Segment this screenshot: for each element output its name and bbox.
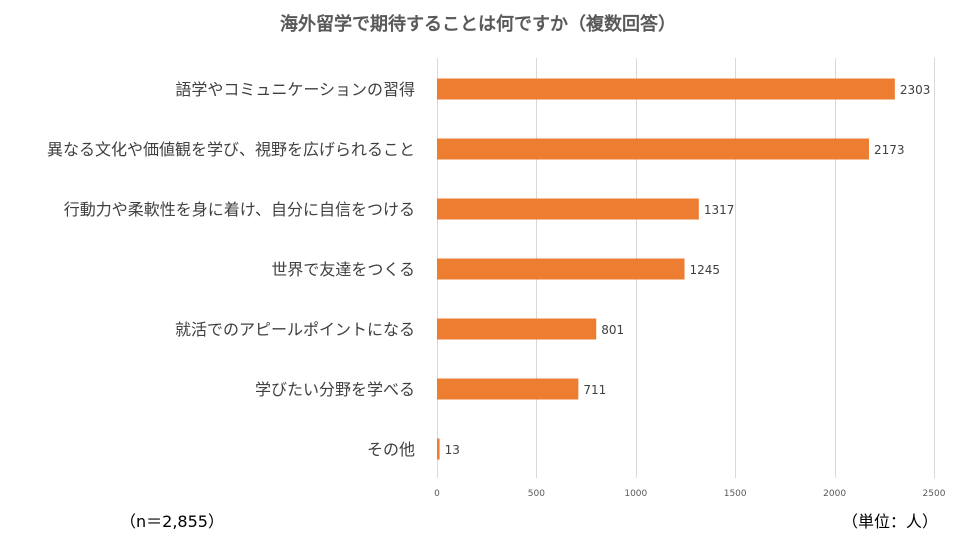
unit-note: （単位：人） [842,512,938,531]
data-label: 801 [601,323,624,337]
category-label: 学びたい分野を学べる [255,380,415,399]
category-label: 行動力や柔軟性を身に着け、自分に自信をつける [64,200,415,219]
category-label: 語学やコミュニケーションの習得 [175,80,415,99]
chart-title: 海外留学で期待することは何ですか（複数回答） [280,13,676,35]
data-labels: 2303 2173 1317 1245 801 711 13 [445,83,931,457]
x-tick-label: 500 [528,489,545,499]
sample-size-note: （n＝2,855） [120,512,224,531]
x-tick-label: 2000 [823,489,846,499]
bar [437,378,579,400]
bar [437,258,685,280]
data-label: 1317 [704,203,735,217]
category-label: 異なる文化や価値観を学び、視野を広げられること [47,140,415,159]
bar [437,138,869,160]
category-labels: 語学やコミュニケーションの習得異なる文化や価値観を学び、視野を広げられること行動… [47,80,415,459]
x-tick-label: 1500 [724,489,747,499]
x-tick-label: 0 [434,489,440,499]
data-label: 2303 [900,83,931,97]
x-axis-ticks: 0 500 1000 1500 2000 2500 [434,489,946,499]
bars [437,78,895,460]
data-label: 1245 [690,263,721,277]
x-tick-label: 2500 [923,489,946,499]
category-label: 世界で友達をつくる [271,260,415,279]
bar [437,318,597,340]
bar [437,78,895,100]
data-label: 711 [583,383,606,397]
x-tick-label: 1000 [624,489,647,499]
bar [437,438,440,460]
data-label: 2173 [874,143,905,157]
bar [437,198,699,220]
data-label: 13 [445,443,460,457]
category-label: 就活でのアピールポイントになる [175,320,415,339]
category-label: その他 [367,440,415,459]
